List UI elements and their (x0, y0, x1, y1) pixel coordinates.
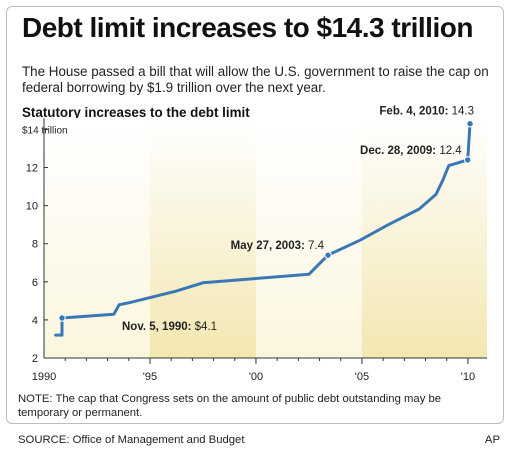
debt-limit-series (54, 122, 472, 337)
annotation-label: Feb. 4, 2010: 14.3 (379, 106, 474, 118)
x-tick-label: '10 (461, 371, 475, 383)
y-tick-label: 12 (26, 163, 38, 175)
y-tick-label: 10 (26, 201, 38, 213)
y-tick-label: 2 (32, 353, 38, 365)
y-tick-label: $14 trillion (22, 125, 68, 136)
band-2 (255, 118, 362, 358)
data-point-marker (324, 251, 332, 259)
axes (43, 118, 487, 359)
x-tick-label: '05 (355, 371, 369, 383)
headline: Debt limit increases to $14.3 trillion (22, 12, 473, 43)
annotation-date: May 27, 2003: (231, 240, 308, 252)
annotation-date: Nov. 5, 1990: (122, 321, 195, 333)
band-1 (149, 118, 256, 358)
annotations: Nov. 5, 1990: $4.1 May 27, 2003: 7.4 Dec. … (58, 106, 474, 333)
annotation-value: $4.1 (195, 321, 217, 333)
y-tick-label: 4 (32, 315, 38, 327)
y-tick-label: 6 (32, 277, 38, 289)
annotation-value: 12.4 (439, 145, 462, 157)
data-point-marker (466, 120, 474, 128)
subtitle: The House passed a bill that will allow … (22, 64, 489, 95)
credit: AP (484, 434, 500, 446)
data-point-marker (58, 314, 66, 322)
source: SOURCE: Office of Management and Budget (18, 434, 245, 446)
annotation-value: 7.4 (308, 240, 325, 252)
annotation-label: Dec. 28, 2009: 12.4 (360, 145, 462, 157)
annotation-label: Nov. 5, 1990: $4.1 (122, 321, 217, 333)
y-axis-ticks: 2 4 6 8 10 12 $14 trillion (22, 125, 68, 365)
annotation-label: May 27, 2003: 7.4 (231, 240, 325, 252)
data-point-marker (464, 156, 472, 164)
chart-title: Statutory increases to the debt limit (22, 105, 250, 120)
debt-limit-line (54, 122, 472, 337)
x-tick-label: '95 (143, 371, 157, 383)
annotation-value: 14.3 (452, 106, 474, 118)
x-tick-label: 1990 (32, 371, 56, 383)
x-tick-label: '00 (249, 371, 263, 383)
annotation-date: Dec. 28, 2009: (360, 145, 439, 157)
note: NOTE: The cap that Congress sets on the … (18, 393, 442, 419)
annotation-date: Feb. 4, 2010: (379, 106, 451, 118)
graphic-frame (6, 6, 504, 424)
y-tick-label: 8 (32, 239, 38, 251)
x-axis-ticks: 1990 '95 '00 '05 '10 (32, 358, 475, 383)
